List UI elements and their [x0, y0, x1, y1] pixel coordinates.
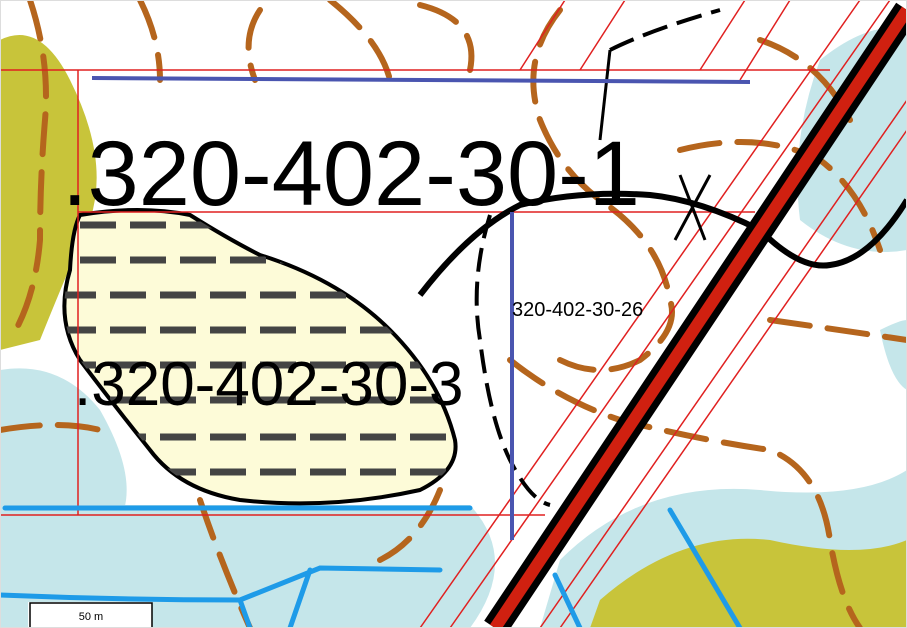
parcel-label: .320-402-30-3: [74, 350, 464, 419]
map: .320-402-30-1 .320-402-30-3 320-402-30-2…: [0, 0, 907, 628]
page: .320-402-30-1 .320-402-30-3 320-402-30-2…: [0, 0, 907, 628]
parcel-label: .320-402-30-1: [62, 123, 640, 225]
parcel-label: 320-402-30-26: [512, 299, 643, 321]
scale-bar-label: 50 m: [79, 611, 103, 623]
